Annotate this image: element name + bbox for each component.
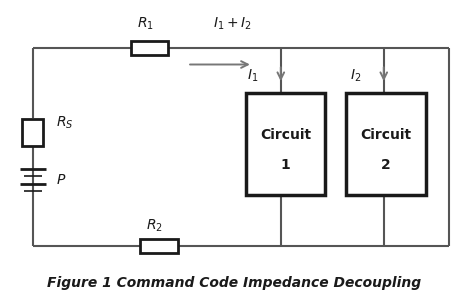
- Text: Circuit: Circuit: [260, 128, 311, 142]
- Bar: [246, 93, 325, 195]
- Bar: [140, 239, 178, 253]
- Text: $I_1$: $I_1$: [247, 68, 258, 84]
- Text: $P$: $P$: [56, 173, 66, 187]
- Text: $R_S$: $R_S$: [56, 115, 73, 131]
- Text: $I_1+I_2$: $I_1+I_2$: [213, 15, 252, 31]
- Text: $R_2$: $R_2$: [146, 218, 163, 234]
- Text: Circuit: Circuit: [360, 128, 412, 142]
- Bar: [346, 93, 426, 195]
- Bar: [22, 118, 44, 146]
- Text: Figure 1 Command Code Impedance Decoupling: Figure 1 Command Code Impedance Decoupli…: [47, 277, 421, 290]
- Text: $R_1$: $R_1$: [137, 15, 154, 31]
- Text: 1: 1: [281, 158, 290, 172]
- Text: 2: 2: [381, 158, 391, 172]
- Text: $I_2$: $I_2$: [350, 68, 361, 84]
- Bar: [131, 41, 168, 55]
